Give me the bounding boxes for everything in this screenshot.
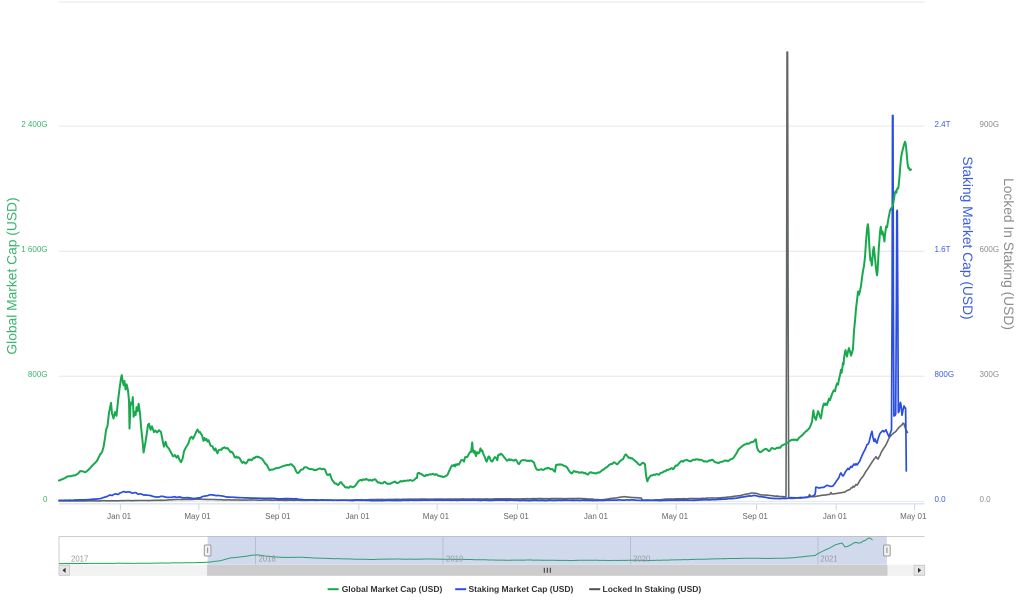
svg-text:1 600G: 1 600G — [21, 245, 47, 254]
svg-text:900G: 900G — [980, 120, 1000, 129]
svg-text:2020: 2020 — [633, 554, 651, 563]
svg-text:Global Market Cap (USD): Global Market Cap (USD) — [5, 197, 20, 354]
svg-text:800G: 800G — [28, 370, 48, 379]
svg-text:2.4T: 2.4T — [935, 120, 951, 129]
svg-text:2021: 2021 — [820, 554, 837, 563]
svg-text:Jan 01: Jan 01 — [107, 512, 132, 521]
svg-text:0: 0 — [43, 495, 48, 504]
svg-text:Global Market Cap (USD): Global Market Cap (USD) — [342, 584, 443, 594]
svg-text:2017: 2017 — [71, 554, 88, 563]
svg-text:300G: 300G — [980, 370, 1000, 379]
svg-text:2 400G: 2 400G — [21, 120, 47, 129]
svg-text:Jan 01: Jan 01 — [823, 512, 848, 521]
svg-text:0.0: 0.0 — [935, 495, 947, 504]
svg-text:May 01: May 01 — [900, 512, 927, 521]
svg-text:Locked In Staking (USD): Locked In Staking (USD) — [603, 584, 702, 594]
svg-text:May 01: May 01 — [184, 512, 211, 521]
svg-text:May 01: May 01 — [423, 512, 450, 521]
svg-text:1.6T: 1.6T — [935, 245, 951, 254]
svg-text:Sep 01: Sep 01 — [743, 512, 769, 521]
svg-text:Staking Market Cap (USD): Staking Market Cap (USD) — [469, 584, 574, 594]
svg-text:2019: 2019 — [446, 554, 463, 563]
svg-text:Jan 01: Jan 01 — [584, 512, 609, 521]
svg-text:Sep 01: Sep 01 — [265, 512, 291, 521]
svg-text:May 01: May 01 — [662, 512, 689, 521]
svg-text:Jan 01: Jan 01 — [345, 512, 370, 521]
svg-text:0.0: 0.0 — [980, 495, 992, 504]
svg-text:2018: 2018 — [259, 554, 276, 563]
svg-text:600G: 600G — [980, 245, 1000, 254]
svg-text:Sep 01: Sep 01 — [504, 512, 530, 521]
svg-text:Locked In Staking (USD): Locked In Staking (USD) — [1001, 178, 1016, 330]
svg-text:Staking Market Cap (USD): Staking Market Cap (USD) — [960, 156, 975, 319]
svg-text:800G: 800G — [935, 370, 955, 379]
